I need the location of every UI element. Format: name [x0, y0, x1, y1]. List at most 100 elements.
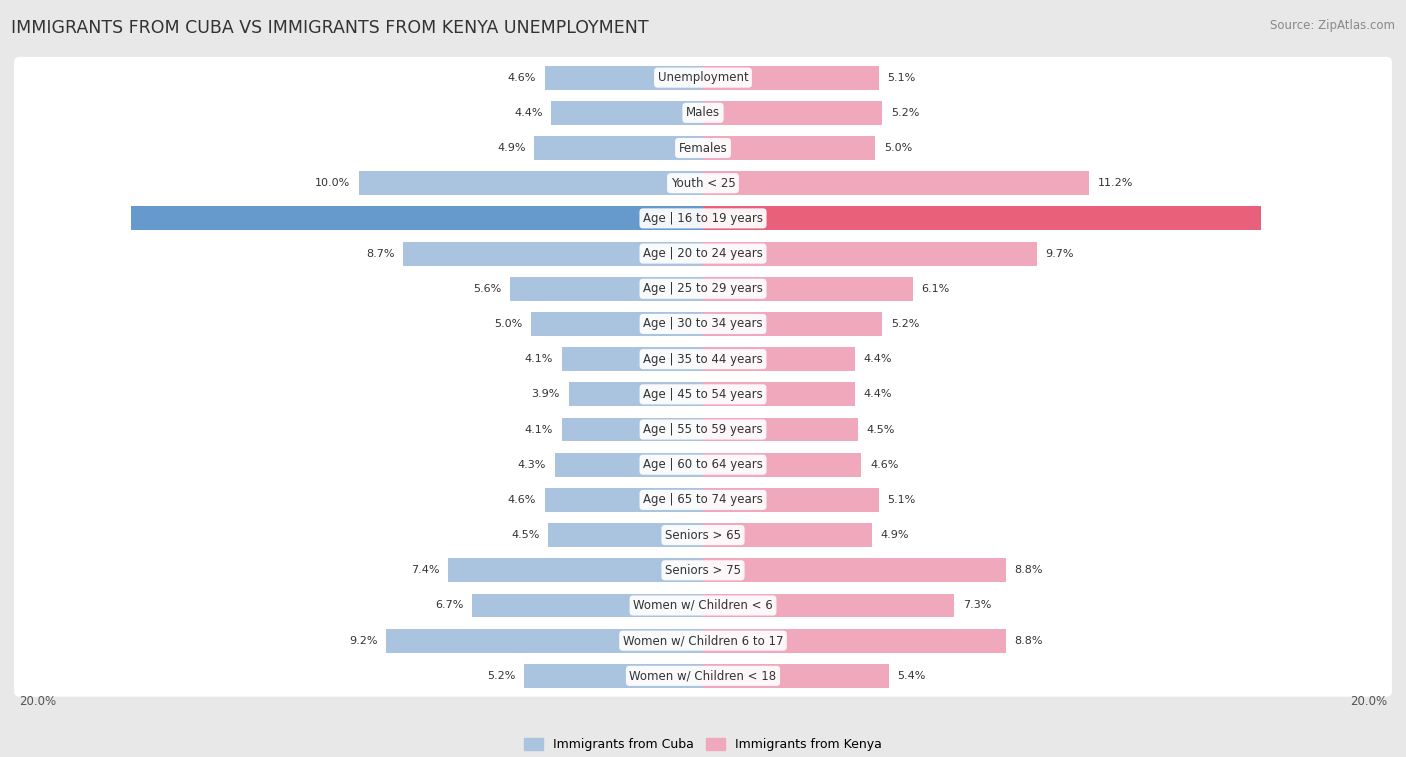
Bar: [131, 207, 703, 230]
Text: Females: Females: [679, 142, 727, 154]
Text: 5.1%: 5.1%: [887, 495, 915, 505]
Legend: Immigrants from Cuba, Immigrants from Kenya: Immigrants from Cuba, Immigrants from Ke…: [519, 734, 887, 756]
FancyBboxPatch shape: [14, 304, 1392, 344]
Text: 8.8%: 8.8%: [1015, 565, 1043, 575]
Bar: [703, 101, 882, 125]
Text: 5.0%: 5.0%: [494, 319, 522, 329]
FancyBboxPatch shape: [14, 57, 1392, 98]
Text: 4.9%: 4.9%: [880, 530, 908, 540]
Text: Source: ZipAtlas.com: Source: ZipAtlas.com: [1270, 19, 1395, 32]
Bar: [703, 347, 855, 371]
Text: Seniors > 75: Seniors > 75: [665, 564, 741, 577]
Text: 4.5%: 4.5%: [510, 530, 540, 540]
FancyBboxPatch shape: [14, 198, 1392, 239]
Text: 4.5%: 4.5%: [866, 425, 896, 435]
Text: 4.3%: 4.3%: [517, 459, 547, 469]
Bar: [703, 277, 912, 301]
Text: Unemployment: Unemployment: [658, 71, 748, 84]
Text: 5.2%: 5.2%: [891, 107, 920, 118]
FancyBboxPatch shape: [14, 514, 1392, 556]
Text: 4.1%: 4.1%: [524, 354, 553, 364]
FancyBboxPatch shape: [14, 338, 1392, 380]
Text: 5.2%: 5.2%: [486, 671, 515, 681]
Bar: [544, 488, 703, 512]
Bar: [568, 382, 703, 407]
FancyBboxPatch shape: [14, 584, 1392, 626]
Text: 5.4%: 5.4%: [897, 671, 927, 681]
FancyBboxPatch shape: [14, 550, 1392, 591]
Text: 16.2%: 16.2%: [717, 213, 755, 223]
Text: 4.6%: 4.6%: [508, 495, 536, 505]
Text: Age | 35 to 44 years: Age | 35 to 44 years: [643, 353, 763, 366]
Text: 7.4%: 7.4%: [411, 565, 440, 575]
Bar: [359, 171, 703, 195]
Bar: [548, 523, 703, 547]
Text: 4.6%: 4.6%: [508, 73, 536, 83]
Text: Age | 65 to 74 years: Age | 65 to 74 years: [643, 494, 763, 506]
Text: Age | 20 to 24 years: Age | 20 to 24 years: [643, 247, 763, 260]
FancyBboxPatch shape: [14, 92, 1392, 133]
Bar: [703, 629, 1007, 653]
Text: Youth < 25: Youth < 25: [671, 176, 735, 190]
Text: 4.1%: 4.1%: [524, 425, 553, 435]
Bar: [703, 241, 1038, 266]
Bar: [449, 559, 703, 582]
Text: 5.0%: 5.0%: [884, 143, 912, 153]
FancyBboxPatch shape: [14, 268, 1392, 310]
Bar: [404, 241, 703, 266]
Text: Age | 55 to 59 years: Age | 55 to 59 years: [643, 423, 763, 436]
FancyBboxPatch shape: [14, 479, 1392, 521]
Text: Women w/ Children < 6: Women w/ Children < 6: [633, 599, 773, 612]
Bar: [703, 523, 872, 547]
Text: 8.7%: 8.7%: [366, 248, 395, 259]
Bar: [703, 664, 889, 688]
Text: 9.7%: 9.7%: [1046, 248, 1074, 259]
Bar: [703, 418, 858, 441]
Text: Age | 25 to 29 years: Age | 25 to 29 years: [643, 282, 763, 295]
Text: 4.4%: 4.4%: [863, 354, 891, 364]
Bar: [703, 382, 855, 407]
Bar: [524, 664, 703, 688]
Text: 5.2%: 5.2%: [891, 319, 920, 329]
Text: 6.7%: 6.7%: [436, 600, 464, 610]
Text: 20.0%: 20.0%: [1350, 695, 1386, 708]
Text: Women w/ Children < 18: Women w/ Children < 18: [630, 669, 776, 682]
Bar: [703, 488, 879, 512]
Text: Males: Males: [686, 106, 720, 120]
Bar: [551, 101, 703, 125]
Bar: [555, 453, 703, 477]
Text: 4.4%: 4.4%: [863, 389, 891, 400]
Bar: [510, 277, 703, 301]
Text: 7.3%: 7.3%: [963, 600, 991, 610]
FancyBboxPatch shape: [14, 655, 1392, 696]
Bar: [703, 207, 1261, 230]
Text: Women w/ Children 6 to 17: Women w/ Children 6 to 17: [623, 634, 783, 647]
Text: 10.0%: 10.0%: [315, 178, 350, 188]
Text: 5.1%: 5.1%: [887, 73, 915, 83]
FancyBboxPatch shape: [14, 620, 1392, 662]
Bar: [544, 66, 703, 89]
Text: 3.9%: 3.9%: [531, 389, 560, 400]
FancyBboxPatch shape: [14, 233, 1392, 274]
Text: 5.6%: 5.6%: [474, 284, 502, 294]
Text: 20.0%: 20.0%: [20, 695, 56, 708]
Bar: [703, 312, 882, 336]
Bar: [562, 418, 703, 441]
Text: Seniors > 65: Seniors > 65: [665, 528, 741, 541]
Text: 4.4%: 4.4%: [515, 107, 543, 118]
Text: IMMIGRANTS FROM CUBA VS IMMIGRANTS FROM KENYA UNEMPLOYMENT: IMMIGRANTS FROM CUBA VS IMMIGRANTS FROM …: [11, 19, 650, 37]
FancyBboxPatch shape: [14, 127, 1392, 169]
Bar: [531, 312, 703, 336]
Bar: [703, 453, 862, 477]
Text: Age | 45 to 54 years: Age | 45 to 54 years: [643, 388, 763, 401]
Bar: [703, 136, 875, 160]
FancyBboxPatch shape: [14, 163, 1392, 204]
Bar: [387, 629, 703, 653]
Bar: [472, 593, 703, 618]
Bar: [562, 347, 703, 371]
Text: 6.1%: 6.1%: [922, 284, 950, 294]
FancyBboxPatch shape: [14, 409, 1392, 450]
Text: 4.9%: 4.9%: [498, 143, 526, 153]
Text: 16.6%: 16.6%: [651, 213, 689, 223]
Text: 11.2%: 11.2%: [1098, 178, 1133, 188]
